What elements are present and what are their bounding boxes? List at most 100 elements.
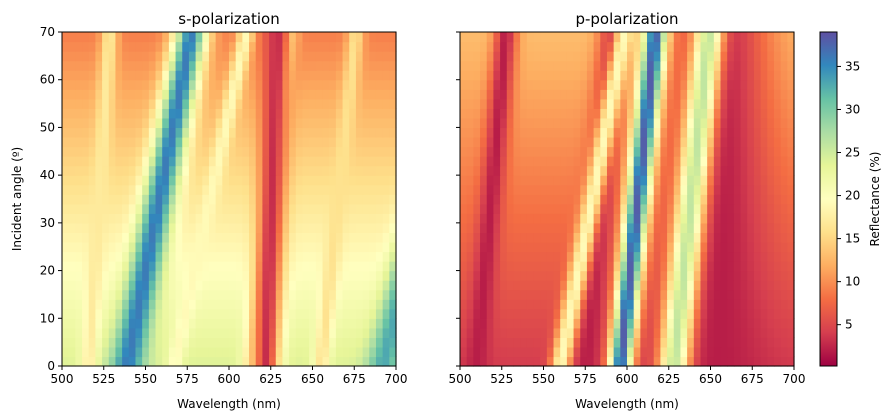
heatmap-p-cell: [727, 356, 735, 367]
heatmap-p-cell: [540, 280, 548, 291]
heatmap-p-cell: [513, 241, 521, 253]
heatmap-s-cell: [142, 127, 150, 138]
heatmap-s-cell: [135, 79, 143, 90]
heatmap-s-cell: [148, 280, 157, 291]
heatmap-s-cell: [68, 146, 76, 157]
heatmap-p-cell: [673, 232, 682, 243]
heatmap-p-cell: [593, 165, 601, 176]
heatmap-s-cell: [168, 89, 177, 100]
heatmap-p-cell: [500, 108, 508, 119]
heatmap-s-cell: [222, 60, 230, 71]
heatmap-s-cell: [389, 356, 397, 367]
heatmap-s-cell: [62, 41, 70, 52]
heatmap-p-cell: [693, 346, 702, 358]
heatmap-s-cell: [375, 213, 384, 224]
heatmap-s-cell: [289, 117, 297, 129]
heatmap-p-cell: [573, 60, 581, 71]
heatmap-s-cell: [175, 41, 183, 52]
heatmap-p-cell: [780, 32, 788, 43]
heatmap-p-cell: [460, 156, 468, 167]
heatmap-p-cell: [627, 117, 635, 129]
heatmap-p-cell: [520, 241, 528, 253]
heatmap-s-cell: [215, 251, 223, 262]
heatmap-s-cell: [375, 318, 384, 329]
heatmap-p-cell: [526, 175, 535, 186]
heatmap-s-cell: [108, 356, 117, 367]
heatmap-s-cell: [262, 98, 270, 109]
heatmap-s-cell: [108, 41, 117, 52]
heatmap-p-cell: [753, 222, 762, 233]
heatmap-p-cell: [753, 108, 762, 119]
heatmap-p-cell: [713, 127, 722, 138]
heatmap-p-cell: [580, 127, 588, 138]
heatmap-p-cell: [707, 280, 715, 291]
heatmap-p-cell: [566, 261, 575, 272]
heatmap-p-cell: [580, 270, 588, 281]
heatmap-p-cell: [653, 270, 661, 281]
heatmap-s-cell: [62, 327, 70, 338]
heatmap-p-cell: [727, 213, 735, 224]
heatmap-s-cell: [75, 32, 83, 43]
heatmap-s-cell: [75, 146, 83, 157]
heatmap-p-cell: [747, 222, 755, 233]
heatmap-s-cell: [182, 51, 190, 62]
heatmap-s-cell: [355, 89, 364, 100]
heatmap-s-cell: [282, 117, 290, 129]
heatmap-s-cell: [275, 32, 284, 43]
heatmap-p-cell: [640, 32, 648, 43]
heatmap-s-cell: [162, 222, 170, 233]
heatmap-s-cell: [108, 213, 117, 224]
heatmap-p-cell: [473, 156, 481, 167]
heatmap-s-cell: [175, 203, 183, 214]
heatmap-p-cell: [773, 270, 782, 281]
heatmap-s-cell: [115, 308, 123, 319]
heatmap-s-cell: [122, 165, 130, 176]
heatmap-s-cell: [269, 70, 277, 81]
heatmap-p-cell: [506, 222, 515, 233]
heatmap-s-cell: [135, 60, 143, 71]
heatmap-s-cell: [229, 251, 237, 262]
heatmap-s-cell: [75, 117, 83, 129]
heatmap-p-cell: [660, 194, 668, 205]
heatmap-p-cell: [553, 136, 561, 148]
heatmap-p-cell: [606, 346, 615, 358]
heatmap-s-cell: [315, 146, 324, 157]
heatmap-s-cell: [162, 270, 170, 281]
heatmap-s-cell: [102, 203, 110, 214]
heatmap-s-cell: [188, 146, 197, 157]
heatmap-s-cell: [389, 70, 397, 81]
heatmap-p-cell: [713, 79, 722, 90]
heatmap-s-cell: [155, 60, 163, 71]
heatmap-s-cell: [82, 213, 90, 224]
heatmap-s-cell: [202, 98, 210, 109]
heatmap-p-cell: [473, 127, 481, 138]
heatmap-p-cell: [667, 213, 675, 224]
heatmap-p-cell: [667, 165, 675, 176]
heatmap-p-cell: [733, 261, 742, 272]
heatmap-s-cell: [148, 241, 157, 253]
heatmap-p-cell: [600, 232, 608, 243]
heatmap-p-cell: [506, 270, 515, 281]
heatmap-p-cell: [780, 241, 788, 253]
heatmap-s-cell: [202, 156, 210, 167]
heatmap-p-cell: [506, 127, 515, 138]
heatmap-p-cell: [767, 41, 775, 52]
heatmap-s-cell: [62, 32, 70, 43]
heatmap-s-cell: [115, 299, 123, 310]
heatmap-s-cell: [282, 241, 290, 253]
heatmap-p-cell: [553, 194, 561, 205]
heatmap-s-cell: [309, 41, 317, 52]
heatmap-p-cell: [526, 356, 535, 367]
heatmap-s-cell: [168, 127, 177, 138]
heatmap-p-cell: [653, 146, 661, 157]
heatmap-p-cell: [466, 70, 474, 81]
heatmap-p-cell: [606, 356, 615, 367]
heatmap-s-cell: [102, 299, 110, 310]
heatmap-s-cell: [235, 108, 243, 119]
heatmap-p-cell: [540, 318, 548, 329]
heatmap-p-cell: [493, 79, 501, 90]
heatmap-p-cell: [680, 117, 688, 129]
heatmap-p-cell: [747, 108, 755, 119]
heatmap-s-cell: [188, 184, 197, 195]
heatmap-s-cell: [335, 308, 344, 319]
